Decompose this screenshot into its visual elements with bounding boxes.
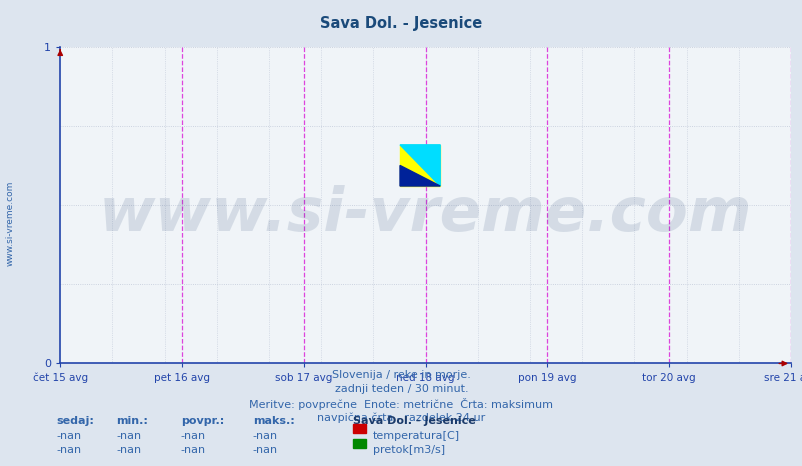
Text: sedaj:: sedaj: (56, 416, 94, 425)
Text: maks.:: maks.: (253, 416, 294, 425)
Text: -nan: -nan (180, 445, 205, 455)
Text: -nan: -nan (180, 431, 205, 440)
Text: pretok[m3/s]: pretok[m3/s] (372, 445, 444, 455)
Text: zadnji teden / 30 minut.: zadnji teden / 30 minut. (334, 384, 468, 394)
Text: Meritve: povprečne  Enote: metrične  Črta: maksimum: Meritve: povprečne Enote: metrične Črta:… (249, 398, 553, 411)
Text: -nan: -nan (253, 431, 277, 440)
Text: -nan: -nan (253, 445, 277, 455)
Text: Slovenija / reke in morje.: Slovenija / reke in morje. (332, 370, 470, 380)
Polygon shape (399, 165, 439, 186)
Text: -nan: -nan (56, 445, 81, 455)
Text: -nan: -nan (116, 431, 141, 440)
Text: www.si-vreme.com: www.si-vreme.com (99, 185, 751, 244)
Text: temperatura[C]: temperatura[C] (372, 431, 459, 440)
Text: -nan: -nan (116, 445, 141, 455)
Text: povpr.:: povpr.: (180, 416, 224, 425)
Polygon shape (399, 145, 439, 186)
Text: navpična črta - razdelek 24 ur: navpična črta - razdelek 24 ur (317, 412, 485, 423)
Text: www.si-vreme.com: www.si-vreme.com (5, 181, 14, 267)
Text: -nan: -nan (56, 431, 81, 440)
Text: min.:: min.: (116, 416, 148, 425)
Bar (399, 145, 439, 186)
Text: Sava Dol. - Jesenice: Sava Dol. - Jesenice (353, 416, 476, 425)
Text: Sava Dol. - Jesenice: Sava Dol. - Jesenice (320, 16, 482, 31)
